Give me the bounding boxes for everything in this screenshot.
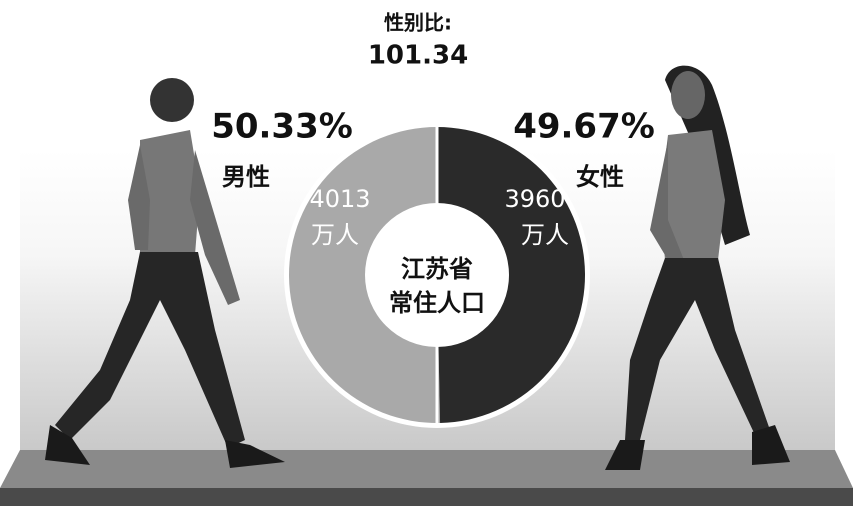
donut-hole: [365, 203, 509, 347]
percent-label: 49.67%: [513, 107, 655, 147]
title: 性别比:: [384, 11, 452, 35]
category-label: 男性: [222, 163, 270, 191]
count-unit: 万人: [311, 221, 359, 249]
woman-figure: [605, 65, 790, 470]
floor-edge: [0, 488, 853, 506]
man-figure: [45, 78, 285, 468]
count-label: 4013: [309, 185, 370, 213]
center-label: 江苏省: [401, 255, 473, 283]
slice: [289, 127, 441, 423]
count-unit: 万人: [521, 221, 569, 249]
slice: [437, 127, 586, 423]
subtitle: 101.34: [368, 41, 468, 71]
category-label: 女性: [576, 163, 624, 191]
center-label: 常住人口: [389, 289, 485, 317]
count-label: 3960: [504, 185, 565, 213]
percent-label: 50.33%: [211, 107, 353, 147]
floor: [0, 450, 853, 488]
